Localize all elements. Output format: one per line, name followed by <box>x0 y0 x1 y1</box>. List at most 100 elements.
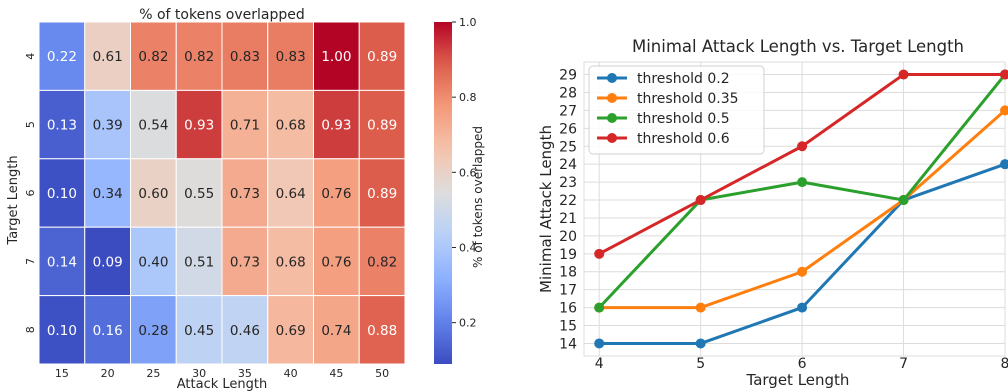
heatmap-x-tick-label: 25 <box>146 367 160 380</box>
line-point <box>898 195 909 206</box>
heatmap-cell-label: 0.61 <box>93 49 123 65</box>
line-y-axis-label: Minimal Attack Length <box>537 125 555 293</box>
heatmap-panel: % of tokens overlapped 0.22 0.61 0.82 0.82 0… <box>6 7 406 392</box>
legend-item-label: threshold 0.35 <box>637 91 739 107</box>
line-y-tick-label: 26 <box>559 121 577 137</box>
heatmap-cell-label: 0.46 <box>230 323 260 339</box>
heatmap-cell <box>38 158 86 228</box>
heatmap-cell-label: 0.68 <box>276 118 306 134</box>
legend-item-label: threshold 0.6 <box>637 131 730 147</box>
line-point <box>695 195 706 206</box>
heatmap-cell <box>358 89 406 160</box>
line-panel: Minimal Attack Length vs. Target Length … <box>537 37 1008 389</box>
heatmap-y-tick-label: 8 <box>24 326 37 333</box>
line-series-group <box>594 69 1008 259</box>
colorbar-label: % of tokens overlapped <box>471 126 485 268</box>
heatmap-cell <box>313 158 360 228</box>
heatmap-cell-label: 0.93 <box>321 118 351 134</box>
legend-item-label: threshold 0.5 <box>637 111 730 127</box>
heatmap-cell <box>130 158 177 228</box>
heatmap-cell-label: 0.76 <box>321 186 351 202</box>
line-x-ticks: 4 5 6 7 8 <box>595 356 1008 372</box>
colorbar-tick-label: 1.0 <box>459 16 477 29</box>
line-y-tick-label: 28 <box>559 85 577 101</box>
heatmap-cell-label: 1.00 <box>321 49 351 65</box>
line-y-tick-label: 24 <box>559 157 577 173</box>
heatmap-cell <box>267 158 314 228</box>
line-x-tick-label: 7 <box>899 356 908 372</box>
line-legend: threshold 0.2 threshold 0.35 threshold 0.5… <box>588 65 765 155</box>
heatmap-y-tick-label: 4 <box>24 53 37 60</box>
line-y-tick-label: 19 <box>559 247 577 263</box>
heatmap-x-tick-label: 15 <box>55 367 69 380</box>
heatmap-x-tick-label: 35 <box>238 367 252 380</box>
heatmap-cell <box>130 295 177 365</box>
line-chart-title: Minimal Attack Length vs. Target Length <box>632 37 964 56</box>
heatmap-cell-label: 0.71 <box>230 118 260 134</box>
line-y-tick-label: 17 <box>559 283 577 299</box>
heatmap-y-tick-label: 7 <box>24 258 37 265</box>
line-y-tick-label: 29 <box>559 68 577 84</box>
colorbar-tick-label: 0.2 <box>459 317 477 330</box>
colorbar-ticks: 0.2 0.4 0.6 0.8 1.0 <box>452 16 477 330</box>
line-y-tick-label: 16 <box>559 301 577 317</box>
heatmap-cell-label: 0.60 <box>138 186 168 202</box>
heatmap-cell-label: 0.51 <box>184 254 214 270</box>
heatmap-cell <box>358 158 406 228</box>
line-point <box>797 302 808 313</box>
heatmap-cell-label: 0.34 <box>93 186 123 202</box>
colorbar-tick-label: 0.8 <box>459 91 477 104</box>
line-y-tick-label: 25 <box>559 139 577 155</box>
line-x-axis-label: Target Length <box>746 371 850 389</box>
heatmap-cell <box>358 295 406 365</box>
heatmap-cell <box>267 295 314 365</box>
line-y-tick-label: 18 <box>559 265 577 281</box>
line-point <box>1000 105 1008 116</box>
heatmap-y-tick-label: 6 <box>24 190 37 197</box>
heatmap-cell-label: 0.88 <box>367 323 397 339</box>
heatmap-title: % of tokens overlapped <box>139 7 305 23</box>
heatmap-cell <box>38 226 86 297</box>
heatmap-cell-label: 0.13 <box>47 118 77 134</box>
heatmap-cell-label: 0.40 <box>138 254 168 270</box>
heatmap-cell-label: 0.83 <box>276 49 306 65</box>
heatmap-y-axis-label: Target Length <box>6 155 21 245</box>
heatmap-cell-label: 0.22 <box>47 49 77 65</box>
heatmap-cell <box>175 89 223 160</box>
heatmap-cell-label: 0.54 <box>138 118 168 134</box>
heatmap-cell-label: 0.82 <box>367 254 397 270</box>
heatmap-cell <box>130 226 177 297</box>
heatmap-cell <box>221 226 269 297</box>
line-point <box>1000 69 1008 80</box>
heatmap-cells <box>38 21 406 365</box>
line-y-tick-label: 15 <box>559 319 577 335</box>
heatmap-cell <box>313 226 360 297</box>
heatmap-cell-label: 0.68 <box>276 254 306 270</box>
heatmap-cell-label: 0.89 <box>367 49 397 65</box>
heatmap-cell-label: 0.82 <box>184 49 214 65</box>
heatmap-cell-label: 0.74 <box>321 323 351 339</box>
heatmap-cell <box>84 158 131 228</box>
line-point <box>594 248 605 259</box>
line-y-tick-label: 20 <box>559 229 577 245</box>
heatmap-x-axis-label: Attack Length <box>177 377 267 392</box>
heatmap-x-tick-label: 30 <box>192 367 206 380</box>
heatmap-cell-label: 0.14 <box>47 254 77 270</box>
line-point <box>695 302 706 313</box>
legend-swatch-marker <box>607 113 617 123</box>
line-point <box>797 177 808 188</box>
line-y-tick-label: 21 <box>559 211 577 227</box>
heatmap-cell <box>84 21 131 91</box>
heatmap-cell-label: 0.45 <box>184 323 214 339</box>
heatmap-cell-label: 0.76 <box>321 254 351 270</box>
heatmap-cell-label: 0.09 <box>93 254 123 270</box>
heatmap-cell-label: 0.73 <box>230 254 260 270</box>
heatmap-y-ticks: 4 5 6 7 8 <box>24 53 37 334</box>
heatmap-cell <box>175 158 223 228</box>
heatmap-cell-label: 0.83 <box>230 49 260 65</box>
legend-box <box>588 65 765 155</box>
heatmap-cell-label: 0.82 <box>138 49 168 65</box>
heatmap-cell <box>84 89 131 160</box>
colorbar-tick-label: 0.4 <box>459 241 477 254</box>
